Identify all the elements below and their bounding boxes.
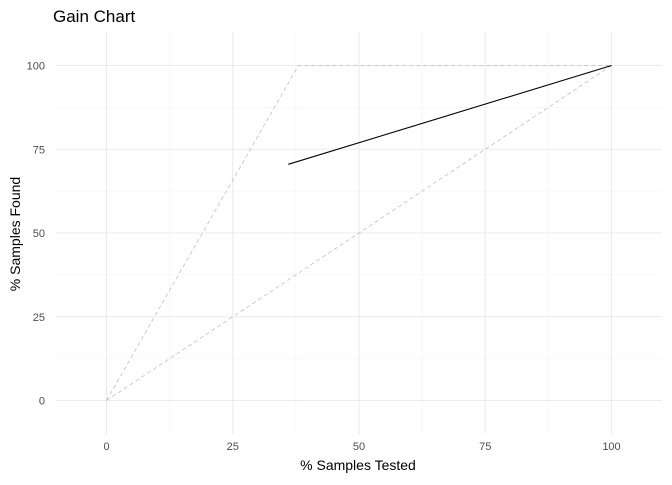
reference-line-1 xyxy=(106,65,612,401)
chart-title: Gain Chart xyxy=(53,7,135,26)
y-tick-label: 100 xyxy=(27,61,45,73)
series-lines xyxy=(106,64,612,401)
x-tick-label: 0 xyxy=(103,441,109,453)
x-tick-label: 100 xyxy=(602,441,620,453)
y-tick-label: 0 xyxy=(39,396,45,408)
x-tick-label: 25 xyxy=(227,441,239,453)
x-axis-title: % Samples Tested xyxy=(300,457,416,473)
grid xyxy=(56,32,662,434)
x-tick-label: 75 xyxy=(479,441,491,453)
y-tick-label: 25 xyxy=(33,312,45,324)
reference-line-2 xyxy=(106,65,612,401)
x-tick-label: 50 xyxy=(353,441,365,453)
y-axis-title: % Samples Found xyxy=(7,177,23,291)
y-axis-ticks: 0 25 50 75 100 xyxy=(27,61,45,408)
y-tick-label: 75 xyxy=(33,144,45,156)
y-tick-label: 50 xyxy=(33,228,45,240)
x-axis-ticks: 0 25 50 75 100 xyxy=(103,441,620,453)
gain-line xyxy=(288,64,612,165)
